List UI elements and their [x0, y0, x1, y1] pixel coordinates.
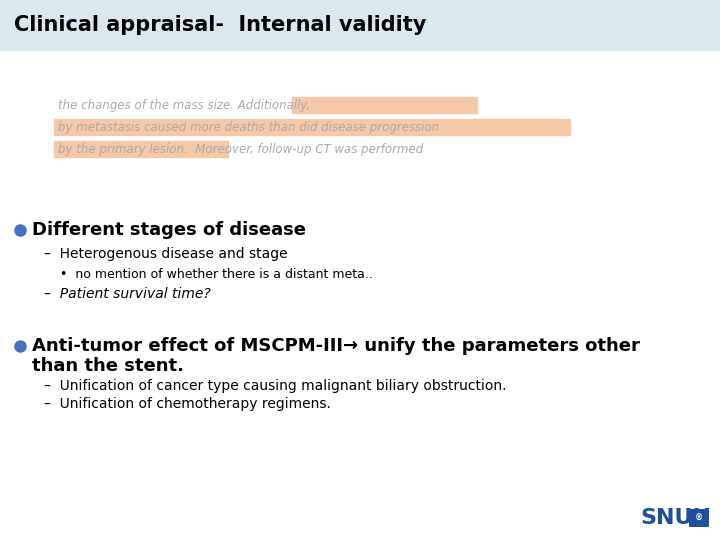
Text: by the primary lesion.  Moreover, follow-up CT was performed: by the primary lesion. Moreover, follow-… — [58, 143, 423, 156]
Text: •  no mention of whether there is a distant meta..: • no mention of whether there is a dista… — [60, 267, 373, 280]
Bar — [54, 141, 228, 157]
Text: the changes of the mass size. Additionally,: the changes of the mass size. Additional… — [58, 98, 310, 111]
Text: –  Unification of cancer type causing malignant biliary obstruction.: – Unification of cancer type causing mal… — [44, 379, 506, 393]
Text: Different stages of disease: Different stages of disease — [32, 221, 306, 239]
Bar — [0, 0, 720, 50]
Text: by metastasis caused more deaths than did disease progression: by metastasis caused more deaths than di… — [58, 120, 439, 133]
Bar — [292, 97, 477, 113]
Text: SNUH: SNUH — [640, 508, 711, 528]
Text: Clinical appraisal-  Internal validity: Clinical appraisal- Internal validity — [14, 15, 426, 35]
FancyBboxPatch shape — [689, 509, 709, 527]
Text: ®: ® — [695, 514, 703, 523]
Text: –  Unification of chemotherapy regimens.: – Unification of chemotherapy regimens. — [44, 397, 331, 411]
Text: Anti-tumor effect of MSCPM-III→ unify the parameters other: Anti-tumor effect of MSCPM-III→ unify th… — [32, 337, 640, 355]
Text: –  Patient survival time?: – Patient survival time? — [44, 287, 211, 301]
Text: than the stent.: than the stent. — [32, 357, 184, 375]
Bar — [54, 119, 570, 135]
Text: –  Heterogenous disease and stage: – Heterogenous disease and stage — [44, 247, 287, 261]
